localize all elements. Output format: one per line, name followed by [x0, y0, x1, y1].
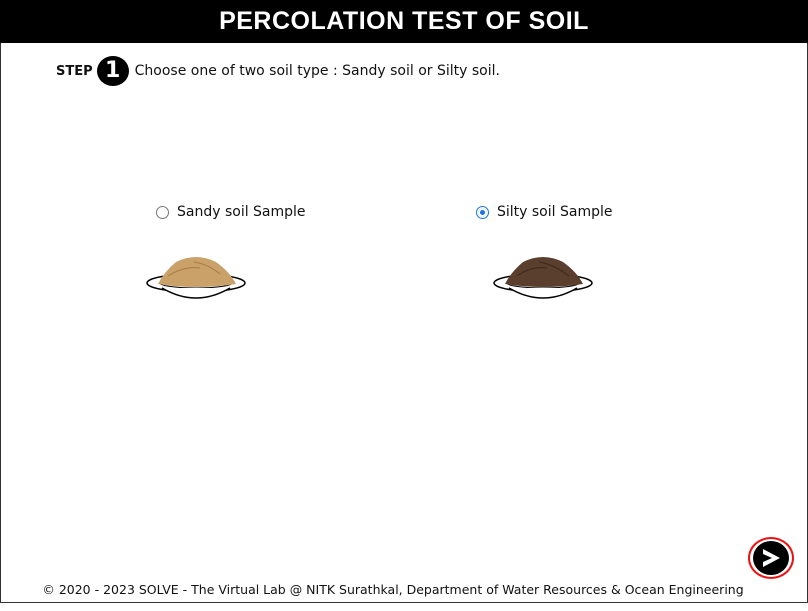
- footer-copyright: © 2020 - 2023 SOLVE - The Virtual Lab @ …: [42, 582, 744, 597]
- sandy-soil-option[interactable]: Sandy soil Sample: [156, 204, 306, 220]
- silty-soil-radio[interactable]: [476, 205, 489, 219]
- silty-soil-sample-image: [493, 257, 593, 299]
- next-arrow-icon: [753, 541, 789, 575]
- sandy-soil-label: Sandy soil Sample: [177, 204, 306, 220]
- next-button[interactable]: [748, 537, 794, 579]
- sandy-soil-sample-image: [146, 257, 246, 299]
- silty-soil-option[interactable]: Silty soil Sample: [476, 204, 612, 220]
- silty-soil-label: Silty soil Sample: [497, 204, 613, 220]
- sandy-soil-radio[interactable]: [156, 205, 169, 219]
- step-instruction-row: STEP 1 Choose one of two soil type : San…: [56, 56, 500, 86]
- step-instruction-text: Choose one of two soil type : Sandy soil…: [134, 63, 500, 79]
- step-label: STEP: [56, 63, 93, 79]
- step-number-badge: 1: [96, 56, 129, 86]
- page-title: PERCOLATION TEST OF SOIL: [0, 0, 808, 43]
